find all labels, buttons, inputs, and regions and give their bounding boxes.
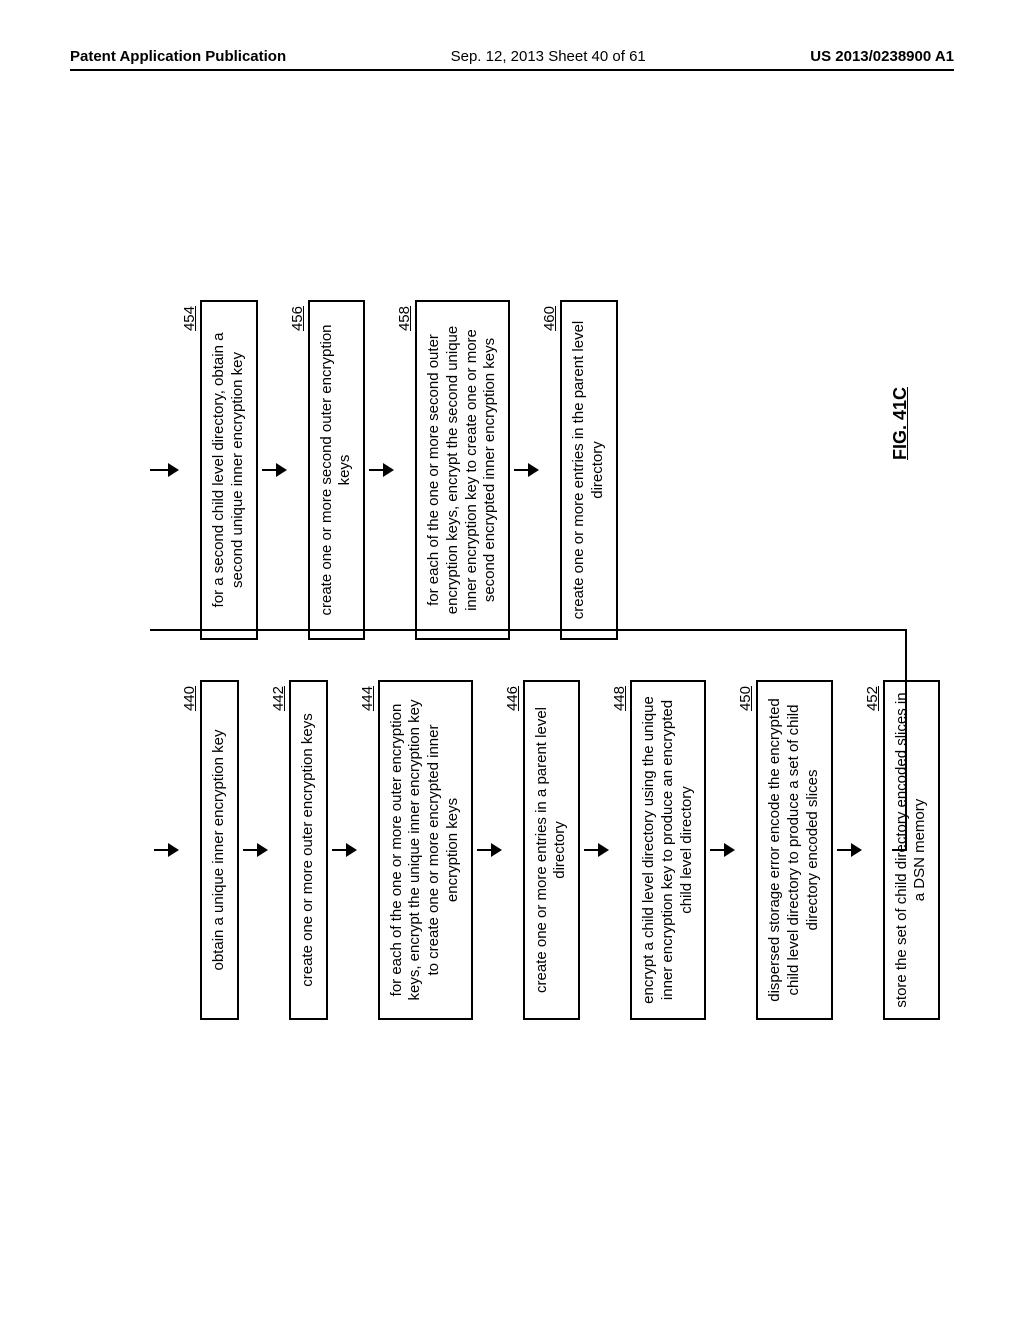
flow-step: for each of the one or more outer encryp… xyxy=(378,680,473,1020)
arrow-icon xyxy=(154,843,179,857)
flowchart-columns: 440 obtain a unique inner encryption key… xyxy=(150,260,940,1020)
figure-label: FIG. 41C xyxy=(890,387,911,460)
step-number: 454 xyxy=(181,306,198,331)
arrow-icon xyxy=(477,843,502,857)
step-number: 446 xyxy=(504,686,521,711)
header-right: US 2013/0238900 A1 xyxy=(810,48,954,65)
flow-step: for each of the one or more second outer… xyxy=(415,300,510,640)
step-number: 444 xyxy=(359,686,376,711)
step-number: 456 xyxy=(289,306,306,331)
step-number: 440 xyxy=(181,686,198,711)
arrow-icon xyxy=(332,843,357,857)
flow-step: create one or more outer encryption keys xyxy=(289,680,328,1020)
step-number: 452 xyxy=(864,686,881,711)
header-left: Patent Application Publication xyxy=(70,48,286,65)
header-center: Sep. 12, 2013 Sheet 40 of 61 xyxy=(451,48,646,65)
page-header: Patent Application Publication Sep. 12, … xyxy=(70,48,954,71)
flow-step: obtain a unique inner encryption key xyxy=(200,680,239,1020)
step-number: 458 xyxy=(396,306,413,331)
flow-step: encrypt a child level directory using th… xyxy=(630,680,706,1020)
flow-step: store the set of child directory encoded… xyxy=(883,680,941,1020)
step-number: 448 xyxy=(611,686,628,711)
step-number: 460 xyxy=(541,306,558,331)
arrow-icon xyxy=(710,843,735,857)
step-number: 450 xyxy=(737,686,754,711)
arrow-icon xyxy=(584,843,609,857)
step-number: 442 xyxy=(270,686,287,711)
right-column: 454 for a second child level directory, … xyxy=(150,300,940,640)
flow-step: for a second child level directory, obta… xyxy=(200,300,258,640)
arrow-icon xyxy=(837,843,862,857)
flow-step: create one or more second outer encrypti… xyxy=(308,300,366,640)
flow-step: dispersed storage error encode the encry… xyxy=(756,680,832,1020)
flow-step: create one or more entries in the parent… xyxy=(560,300,618,640)
flowchart: 440 obtain a unique inner encryption key… xyxy=(150,260,910,1020)
arrow-icon xyxy=(262,463,287,477)
left-column: 440 obtain a unique inner encryption key… xyxy=(150,680,940,1020)
arrow-icon xyxy=(514,463,539,477)
arrow-icon xyxy=(154,463,179,477)
arrow-icon xyxy=(369,463,394,477)
flow-step: create one or more entries in a parent l… xyxy=(523,680,581,1020)
arrow-icon xyxy=(243,843,268,857)
